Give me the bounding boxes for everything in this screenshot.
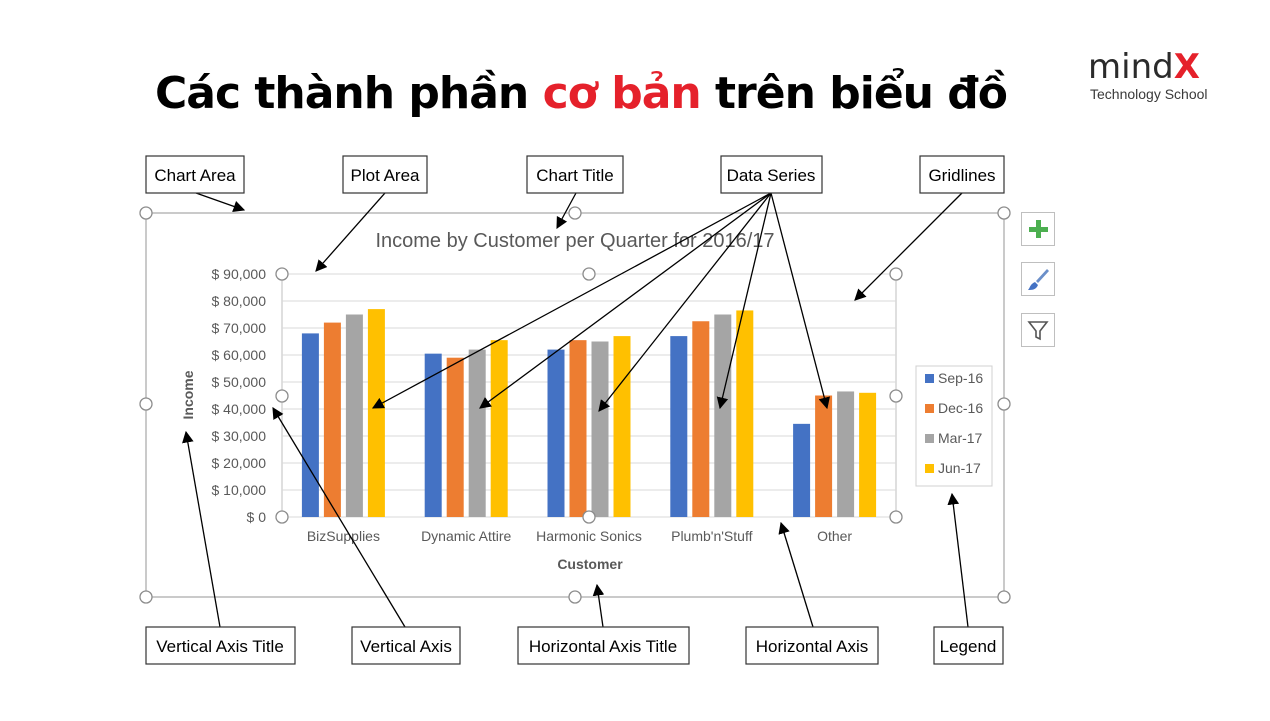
brush-icon <box>1028 269 1049 290</box>
plus-icon <box>1029 220 1048 238</box>
chart-styles-button[interactable] <box>1021 262 1055 296</box>
ytick-label: $ 50,000 <box>212 374 267 390</box>
xtick-label: Harmonic Sonics <box>536 528 642 544</box>
vertical-axis-title[interactable]: Income <box>180 370 196 419</box>
svg-text:Gridlines: Gridlines <box>928 166 995 185</box>
label-plot-area: Plot Area <box>342 155 428 194</box>
bar[interactable] <box>547 349 565 517</box>
label-vertical-axis: Vertical Axis <box>351 626 461 665</box>
xtick-label: Other <box>817 528 852 544</box>
resize-handle[interactable] <box>997 397 1011 411</box>
bar[interactable] <box>613 336 631 517</box>
resize-handle[interactable] <box>275 267 289 281</box>
resize-handle[interactable] <box>275 389 289 403</box>
annotation-arrows <box>182 192 969 628</box>
horizontal-axis-title[interactable]: Customer <box>557 556 623 572</box>
bar[interactable] <box>323 322 341 517</box>
resize-handle[interactable] <box>582 267 596 281</box>
ytick-label: $ 30,000 <box>212 428 267 444</box>
svg-text:Data Series: Data Series <box>727 166 816 185</box>
ytick-label: $ 70,000 <box>212 320 267 336</box>
resize-handle[interactable] <box>568 206 582 220</box>
legend-entry: Mar-17 <box>938 430 983 446</box>
svg-text:Plot Area: Plot Area <box>351 166 421 185</box>
ytick-label: $ 20,000 <box>212 455 267 471</box>
bar[interactable] <box>446 357 464 517</box>
mindx-logo: mindX Technology School <box>1088 47 1208 102</box>
label-horizontal-axis-title: Horizontal Axis Title <box>517 626 690 665</box>
bar[interactable] <box>468 349 486 517</box>
ytick-label: $ 0 <box>247 509 267 525</box>
bar[interactable] <box>692 321 710 517</box>
label-chart-area: Chart Area <box>145 155 245 194</box>
ytick-label: $ 40,000 <box>212 401 267 417</box>
ytick-label: $ 90,000 <box>212 266 267 282</box>
ytick-label: $ 60,000 <box>212 347 267 363</box>
resize-handle[interactable] <box>139 397 153 411</box>
label-horizontal-axis: Horizontal Axis <box>745 626 879 665</box>
svg-text:Chart Area: Chart Area <box>154 166 236 185</box>
ytick-label: $ 80,000 <box>212 293 267 309</box>
svg-text:Legend: Legend <box>940 637 997 656</box>
legend-items: Sep-16 Dec-16 Mar-17 Jun-17 <box>925 370 983 476</box>
label-data-series: Data Series <box>720 155 823 194</box>
resize-handle[interactable] <box>997 590 1011 604</box>
data-series[interactable] <box>301 309 877 518</box>
bar[interactable] <box>714 314 732 518</box>
bar[interactable] <box>793 423 811 517</box>
legend-entry: Dec-16 <box>938 400 983 416</box>
label-chart-title: Chart Title <box>526 155 624 194</box>
svg-text:Chart Title: Chart Title <box>536 166 613 185</box>
legend-swatch <box>925 404 934 413</box>
ytick-label: $ 10,000 <box>212 482 267 498</box>
horizontal-axis[interactable]: BizSupplies Dynamic Attire Harmonic Sonics… <box>307 528 853 544</box>
svg-text:Horizontal Axis Title: Horizontal Axis Title <box>529 637 677 656</box>
resize-handle[interactable] <box>568 590 582 604</box>
resize-handle[interactable] <box>889 510 903 524</box>
bar[interactable] <box>301 333 319 517</box>
bar[interactable] <box>859 392 877 517</box>
resize-handle[interactable] <box>889 267 903 281</box>
chart-elements-button[interactable] <box>1021 212 1055 246</box>
label-gridlines: Gridlines <box>919 155 1005 194</box>
bar[interactable] <box>569 340 587 517</box>
xtick-label: Plumb'n'Stuff <box>671 528 752 544</box>
resize-handle[interactable] <box>889 389 903 403</box>
resize-handle[interactable] <box>997 206 1011 220</box>
label-vertical-axis-title: Vertical Axis Title <box>145 626 296 665</box>
bar[interactable] <box>490 340 508 517</box>
bar[interactable] <box>345 314 363 518</box>
selection-handles[interactable] <box>139 206 1011 604</box>
svg-text:Vertical Axis: Vertical Axis <box>360 637 452 656</box>
xtick-label: BizSupplies <box>307 528 380 544</box>
resize-handle[interactable] <box>582 510 596 524</box>
bar[interactable] <box>736 310 754 517</box>
legend-swatch <box>925 464 934 473</box>
svg-text:Vertical Axis Title: Vertical Axis Title <box>156 637 284 656</box>
legend-swatch <box>925 434 934 443</box>
slide-title: Các thành phần cơ bản trên biểu đồ <box>155 68 1008 119</box>
legend-entry: Jun-17 <box>938 460 981 476</box>
resize-handle[interactable] <box>139 590 153 604</box>
label-legend: Legend <box>933 626 1004 665</box>
vertical-axis[interactable]: $ 0 $ 10,000 $ 20,000 $ 30,000 $ 40,000 $ 50,… <box>212 266 267 525</box>
bar[interactable] <box>591 341 609 518</box>
xtick-label: Dynamic Attire <box>421 528 511 544</box>
resize-handle[interactable] <box>275 510 289 524</box>
bar[interactable] <box>837 391 855 517</box>
chart-title[interactable]: Income by Customer per Quarter for 2016/… <box>375 230 774 252</box>
chart-filters-button[interactable] <box>1021 313 1055 347</box>
bar[interactable] <box>815 395 833 518</box>
resize-handle[interactable] <box>139 206 153 220</box>
svg-text:Horizontal Axis: Horizontal Axis <box>756 637 868 656</box>
bar[interactable] <box>670 336 688 517</box>
bar[interactable] <box>367 309 385 517</box>
filter-icon <box>1027 321 1049 341</box>
legend-entry: Sep-16 <box>938 370 983 386</box>
bar[interactable] <box>424 353 442 517</box>
legend-swatch <box>925 374 934 383</box>
